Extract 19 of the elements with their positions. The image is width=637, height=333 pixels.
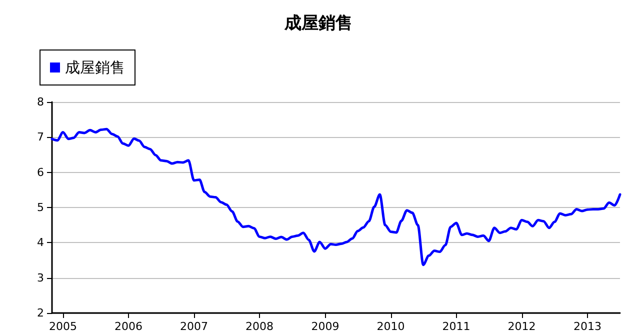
x-tick-label: 2013 xyxy=(574,320,602,333)
y-tick-label: 8 xyxy=(37,96,44,108)
x-tick-label: 2012 xyxy=(508,320,536,333)
x-tick-label: 2007 xyxy=(180,320,208,333)
x-tick-label: 2006 xyxy=(114,320,142,333)
y-tick-label: 3 xyxy=(37,271,44,284)
y-tick-label: 6 xyxy=(37,166,44,179)
line-series xyxy=(50,128,622,266)
legend-label: 成屋銷售 xyxy=(65,58,125,76)
y-tick-label: 7 xyxy=(37,130,44,144)
x-tick-label: 2008 xyxy=(246,320,274,333)
chart-title: 成屋銷售 xyxy=(284,14,352,34)
x-tick-label: 2009 xyxy=(311,320,340,333)
x-tick-label: 2010 xyxy=(376,320,405,333)
x-tick-label: 2011 xyxy=(442,320,470,333)
y-tick-label: 2 xyxy=(37,306,44,320)
x-tick-label: 2005 xyxy=(48,320,77,333)
y-tick-label: 5 xyxy=(37,201,44,214)
y-tick-label: 4 xyxy=(37,236,44,250)
